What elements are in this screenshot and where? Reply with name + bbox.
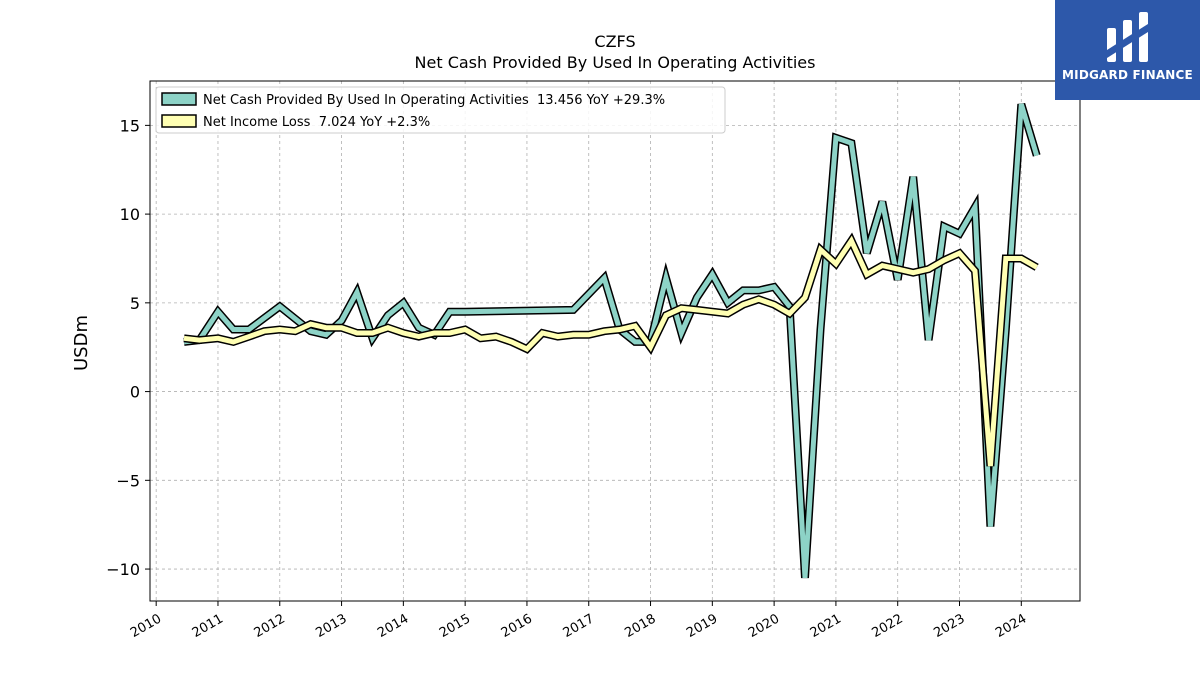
grid-lines [150, 81, 1080, 601]
logo-text: MIDGARD FINANCE [1062, 68, 1193, 82]
x-tick-label: 2014 [375, 611, 411, 641]
series-line-outline-cash-flow [183, 102, 1041, 579]
y-tick-label: 15 [120, 116, 140, 135]
midgard-logo-icon [1107, 12, 1148, 62]
y-axis: −10 −5 0 5 10 15 [106, 116, 150, 579]
x-tick-label: 2016 [499, 611, 535, 641]
legend-label-net-income: Net Income Loss 7.024 YoY +2.3% [203, 115, 430, 130]
series-line-cash-flow [183, 103, 1040, 579]
legend-label-cash-flow: Net Cash Provided By Used In Operating A… [203, 93, 665, 108]
x-tick-label: 2015 [437, 611, 473, 641]
legend: Net Cash Provided By Used In Operating A… [155, 86, 726, 134]
series-line-net-income [183, 235, 1038, 467]
chart-ticker: CZFS [594, 32, 635, 51]
x-tick-label: 2019 [684, 611, 720, 641]
x-tick-label: 2021 [808, 611, 844, 641]
legend-swatch-net-income [161, 114, 197, 128]
series-line-outline-net-income [183, 232, 1039, 467]
legend-swatch-cash-flow [161, 92, 197, 106]
x-tick-label: 2013 [313, 611, 349, 641]
x-tick-label: 2010 [128, 611, 164, 641]
x-tick-label: 2020 [746, 611, 782, 641]
plot-frame [149, 80, 1081, 602]
x-tick-label: 2024 [993, 611, 1029, 641]
x-tick-label: 2012 [252, 611, 288, 641]
x-tick-label: 2018 [622, 611, 658, 641]
y-tick-label: 0 [130, 383, 140, 402]
chart-title: Net Cash Provided By Used In Operating A… [415, 53, 816, 72]
x-axis: 2010 2011 2012 2013 2014 2015 2016 2017 2018 2019… [128, 601, 1029, 641]
y-tick-label: 5 [130, 294, 140, 313]
x-tick-label: 2011 [190, 611, 226, 641]
y-axis-label: USDm [71, 315, 92, 371]
y-tick-label: −5 [116, 471, 140, 490]
midgard-finance-logo: MIDGARD FINANCE [1055, 0, 1200, 100]
x-tick-label: 2023 [931, 611, 967, 641]
legend-box [155, 86, 726, 134]
y-tick-label: −10 [106, 560, 140, 579]
y-tick-label: 10 [120, 205, 140, 224]
series-layer [183, 102, 1041, 579]
x-tick-label: 2017 [561, 611, 597, 641]
x-tick-label: 2022 [870, 611, 906, 641]
